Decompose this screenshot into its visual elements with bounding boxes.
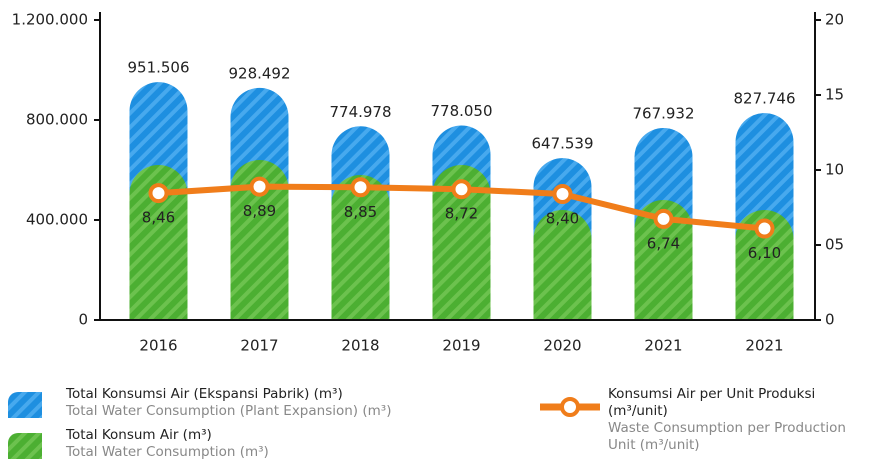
y2-tick-label: 0 — [825, 311, 835, 329]
legend-label-en: Total Water Consumption (m³) — [66, 444, 269, 460]
y2-tick-label: 10 — [825, 161, 844, 179]
y2-tick-label: 15 — [825, 86, 844, 104]
bar-value-label: 774.978 — [329, 103, 391, 121]
line-value-label: 8,40 — [546, 210, 579, 228]
legend-label: Total Konsum Air (m³) — [66, 427, 212, 443]
y-tick-label: 1.200.000 — [12, 11, 88, 29]
line-point — [350, 177, 371, 198]
x-tick-label: 2021 — [644, 337, 682, 355]
legend-item: Total Konsum Air (m³) Total Water Consum… — [66, 427, 269, 461]
y-tick-label: 0 — [78, 311, 88, 329]
legend-icon — [8, 433, 42, 463]
bar-value-label: 647.539 — [531, 135, 593, 153]
line-value-label: 6,10 — [748, 244, 781, 262]
bar-value-label: 767.932 — [632, 105, 694, 123]
bar — [129, 165, 188, 320]
legend-item: Total Konsumsi Air (Ekspansi Pabrik) (m³… — [66, 386, 391, 420]
y-tick-label: 800.000 — [26, 111, 88, 129]
bar-value-label: 928.492 — [228, 64, 290, 82]
y2-tick-label: 05 — [825, 236, 844, 254]
bar — [230, 160, 289, 320]
legend-icon — [538, 395, 602, 423]
line-point — [451, 179, 472, 200]
bar — [432, 165, 491, 320]
x-tick-label: 2019 — [442, 337, 480, 355]
x-tick-label: 2020 — [543, 337, 581, 355]
legend-label: Konsumsi Air per Unit Produksi (m³/unit) — [608, 386, 816, 419]
line-point — [249, 176, 270, 197]
line-point — [754, 218, 775, 239]
x-tick-label: 2021 — [745, 337, 783, 355]
bar — [735, 210, 794, 320]
line-point — [653, 208, 674, 229]
legend-label: Total Konsumsi Air (Ekspansi Pabrik) (m³… — [66, 386, 343, 402]
line-value-label: 8,89 — [243, 202, 276, 220]
y-tick-label: 400.000 — [26, 211, 88, 229]
line-value-label: 8,85 — [344, 203, 377, 221]
bar — [533, 210, 592, 320]
legend-icon — [8, 392, 42, 422]
bar-value-label: 778.050 — [430, 102, 492, 120]
x-tick-label: 2016 — [139, 337, 177, 355]
line-point — [552, 184, 573, 204]
bar-value-label: 827.746 — [733, 90, 795, 108]
line-point — [148, 183, 169, 204]
chart: 951.506 928.492 774.978 778.050 647.539 767.9… — [12, 11, 844, 355]
legend-item: Konsumsi Air per Unit Produksi (m³/unit)… — [608, 386, 868, 454]
x-tick-label: 2018 — [341, 337, 379, 355]
legend-label-en: Waste Consumption per Production Unit (m… — [608, 420, 846, 453]
line-value-label: 8,46 — [142, 209, 175, 227]
line-value-label: 8,72 — [445, 205, 478, 223]
bar-value-label: 951.506 — [127, 59, 189, 77]
bar — [331, 175, 390, 320]
y2-tick-label: 20 — [825, 11, 844, 29]
line-value-label: 6,74 — [647, 234, 680, 252]
x-tick-label: 2017 — [240, 337, 278, 355]
bar — [634, 200, 693, 320]
legend-label-en: Total Water Consumption (Plant Expansion… — [66, 403, 392, 419]
